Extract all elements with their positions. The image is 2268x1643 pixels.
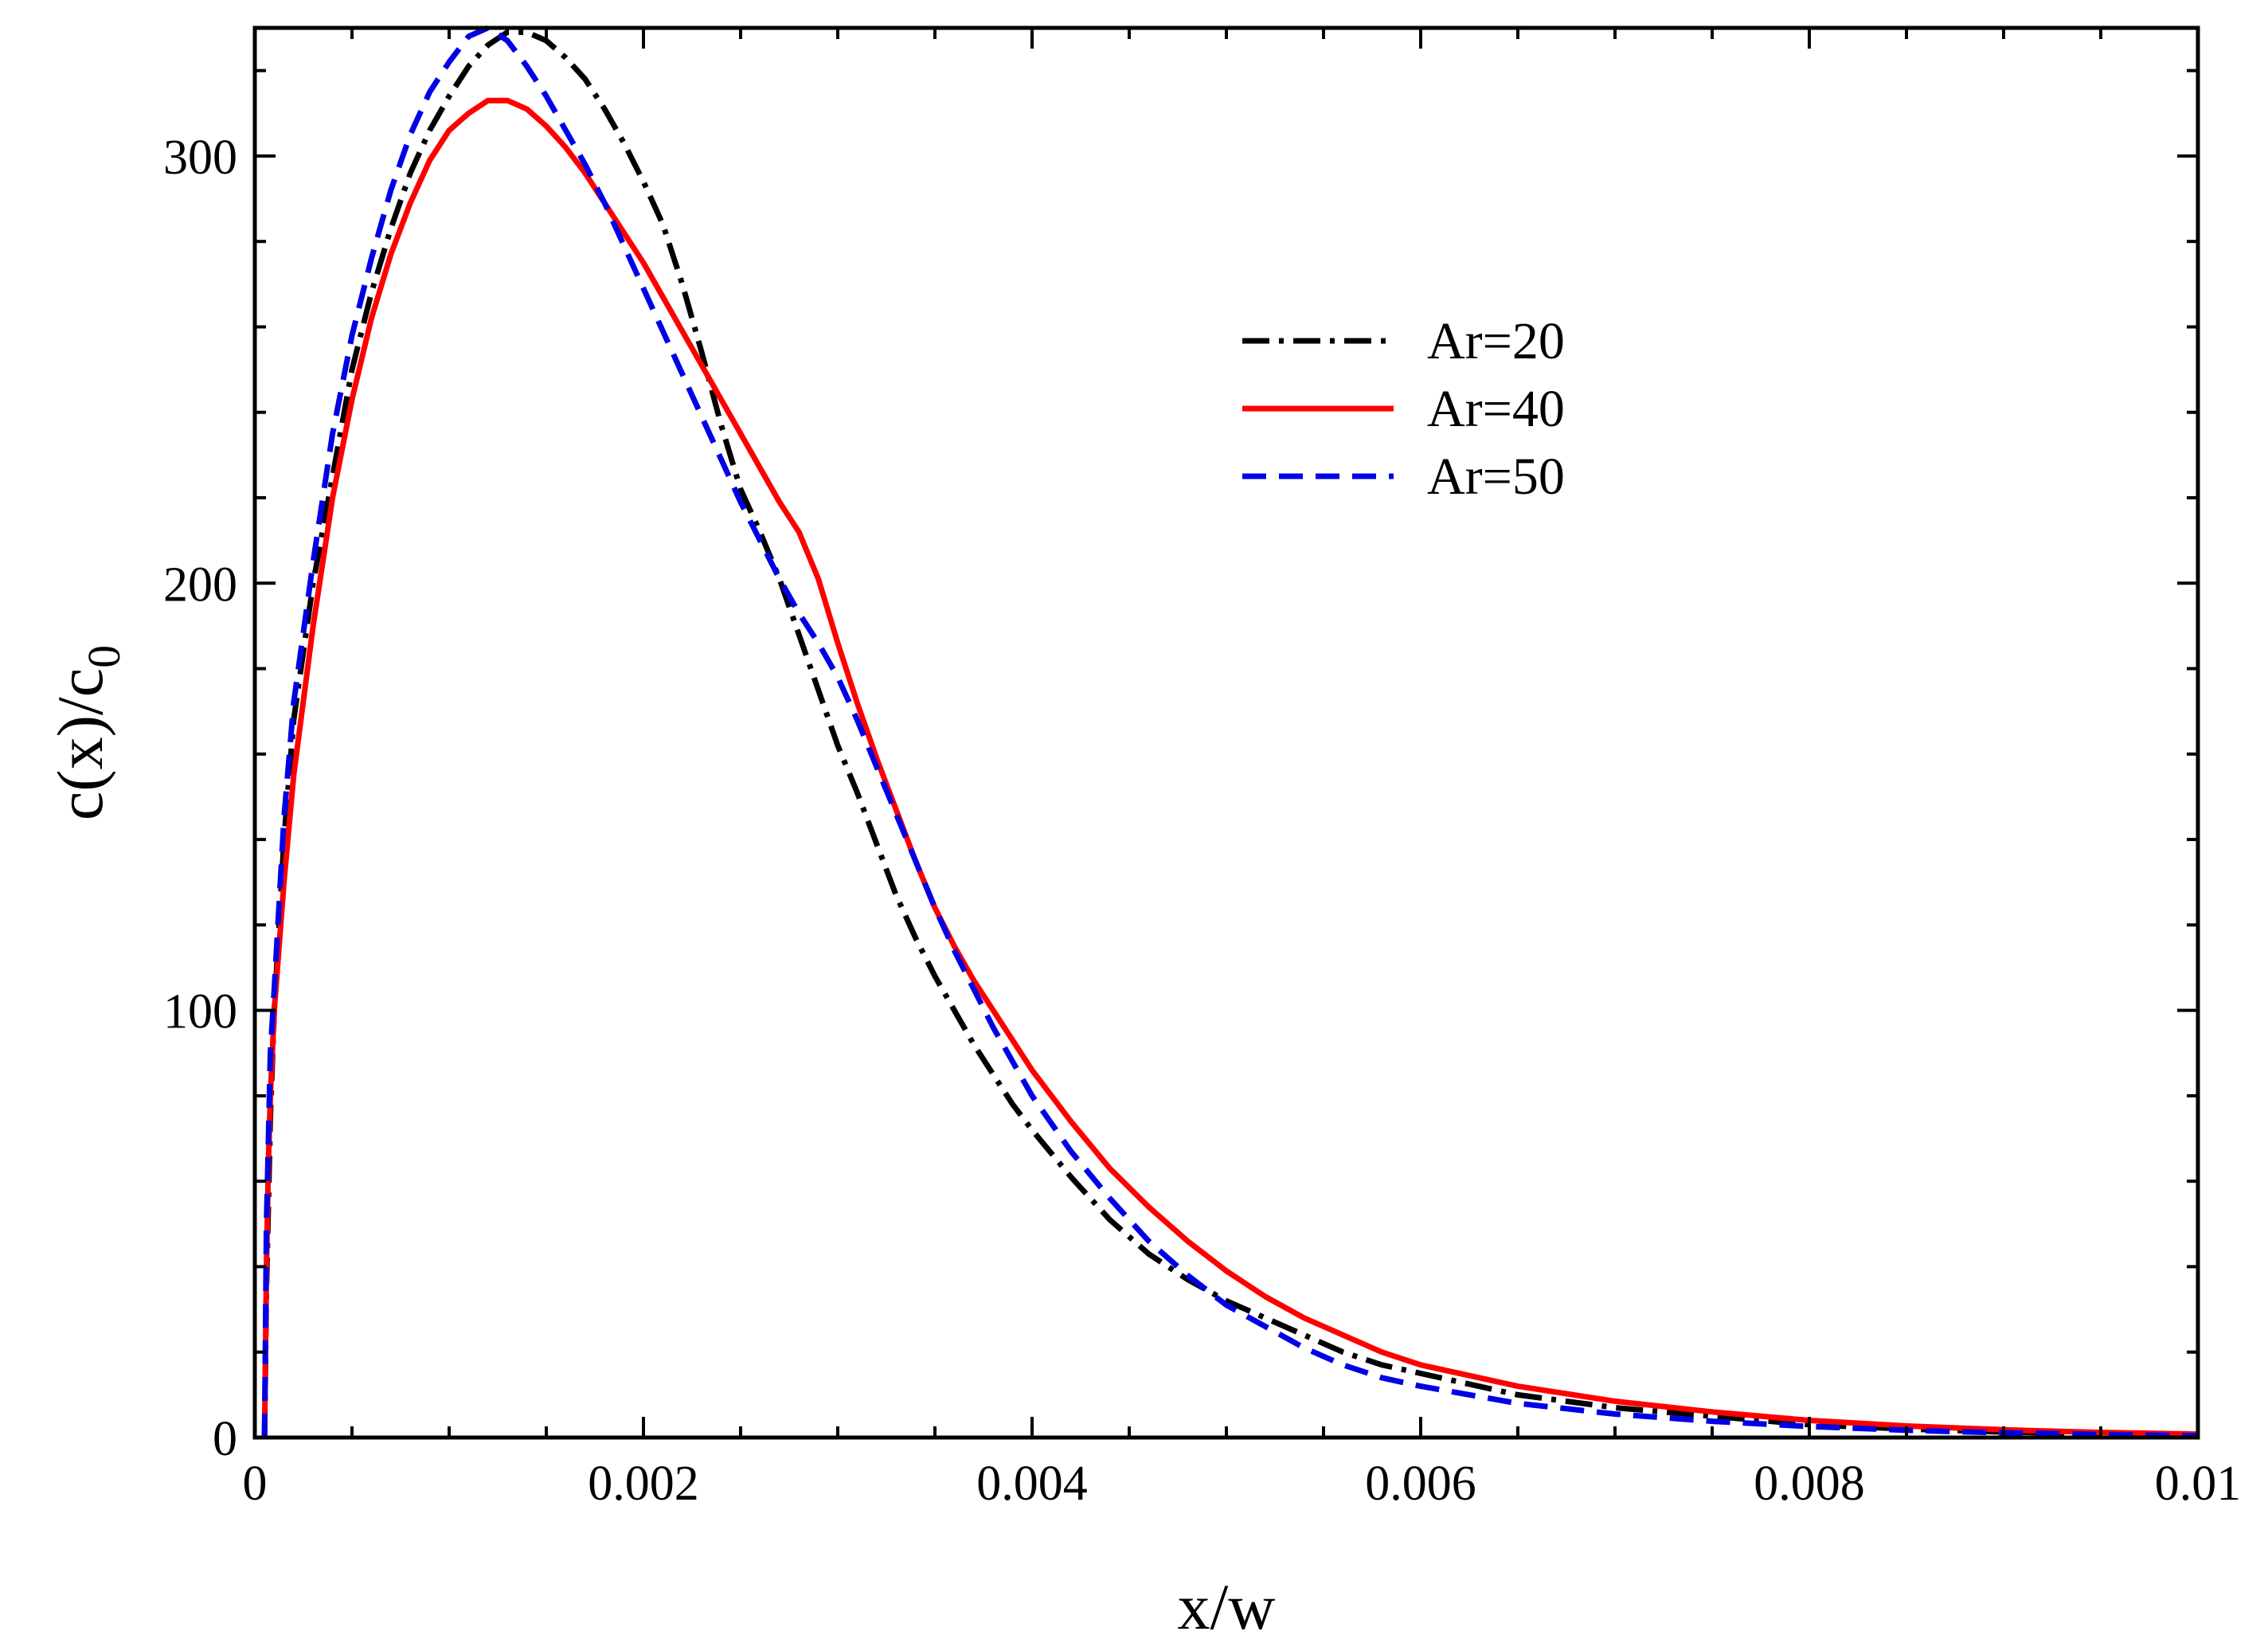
y-tick-label: 200 bbox=[163, 557, 237, 612]
y-tick-label: 100 bbox=[163, 985, 237, 1039]
y-axis-title-subscript: 0 bbox=[78, 645, 130, 668]
x-tick-label: 0 bbox=[243, 1457, 268, 1511]
x-tick-label: 0.002 bbox=[588, 1457, 699, 1511]
y-axis-title-main: c(x)/c bbox=[44, 668, 116, 820]
x-axis-title: x/w bbox=[1178, 1571, 1276, 1643]
x-tick-label: 0.01 bbox=[2155, 1457, 2242, 1511]
series-line-ar50 bbox=[261, 25, 2199, 1439]
legend-label-ar20: Ar=20 bbox=[1427, 312, 1565, 370]
x-tick-label: 0.004 bbox=[976, 1457, 1088, 1511]
x-tick-label: 0.006 bbox=[1365, 1457, 1476, 1511]
tick-label-layer: 0 0.002 0.004 0.006 0.008 0.01 0 100 200 300 bbox=[163, 131, 2241, 1511]
y-tick-label: 300 bbox=[163, 131, 237, 185]
y-tick-label: 0 bbox=[213, 1412, 237, 1466]
series-line-ar20 bbox=[261, 29, 2199, 1438]
series-layer bbox=[261, 25, 2199, 1439]
tick-layer bbox=[253, 28, 2200, 1439]
y-axis-title: c(x)/c0 bbox=[44, 645, 130, 820]
series-line-ar40 bbox=[261, 97, 2199, 1438]
x-tick-label: 0.008 bbox=[1754, 1457, 1865, 1511]
legend-label-ar50: Ar=50 bbox=[1427, 448, 1565, 506]
legend-label-ar40: Ar=40 bbox=[1427, 380, 1565, 438]
legend: Ar=20 Ar=40 Ar=50 bbox=[1242, 312, 1565, 506]
plot-frame bbox=[252, 25, 2200, 1440]
